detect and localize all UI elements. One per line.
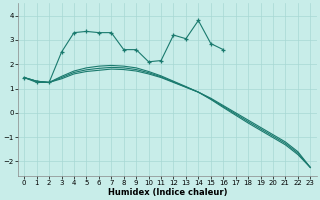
X-axis label: Humidex (Indice chaleur): Humidex (Indice chaleur): [108, 188, 227, 197]
